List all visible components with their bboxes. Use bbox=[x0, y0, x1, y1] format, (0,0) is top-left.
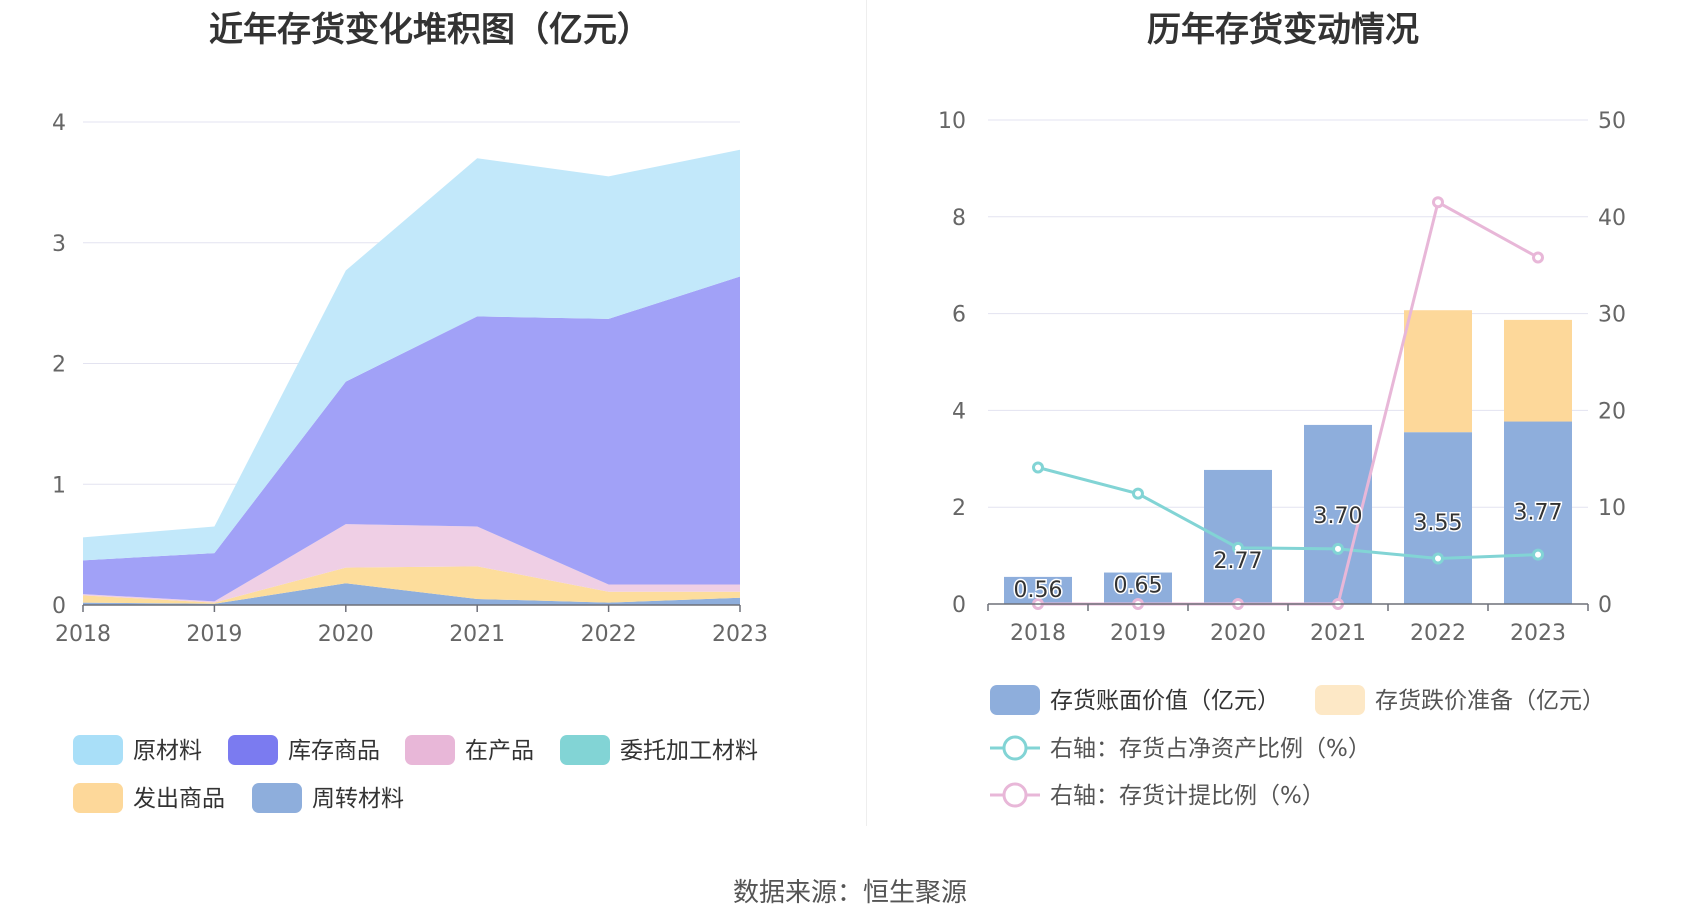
right-y-tick-label: 6 bbox=[952, 303, 966, 328]
legend-label-委托加工材料: 委托加工材料 bbox=[620, 738, 758, 764]
line-右轴：存货占净资产比例（%） bbox=[1037, 466, 1539, 561]
legend-swatch-库存商品 bbox=[228, 735, 278, 765]
area-series-原材料 bbox=[83, 149, 740, 561]
right-bar-labels: 0.56 0.65 2.77 3.70 3.55 3.77 bbox=[1012, 499, 1564, 604]
legend-label-原材料: 原材料 bbox=[133, 738, 202, 764]
bar-label-2018: 0.56 bbox=[1014, 578, 1063, 603]
left-areas bbox=[83, 149, 740, 605]
legend-label-右轴：存货计提比例（%）: 右轴：存货计提比例（%） bbox=[1050, 783, 1325, 809]
right-y-tick-label: 4 bbox=[952, 399, 966, 424]
left-chart-title: 近年存货变化堆积图（亿元） bbox=[209, 10, 651, 50]
left-y-tick-label: 4 bbox=[52, 111, 66, 136]
right-y-tick-label: 2 bbox=[952, 496, 966, 521]
bar-存货账面价值（亿元）-2020 bbox=[1204, 469, 1272, 604]
legend-marker-右轴：存货计提比例（%） bbox=[1002, 782, 1028, 808]
left-x-tick-label: 2023 bbox=[712, 622, 768, 647]
point-右轴：存货计提比例（%）-2022 bbox=[1432, 196, 1444, 209]
right-grid: 0 2 4 6 8 10 0 10 20 30 40 50 bbox=[938, 109, 1626, 618]
left-y-tick-label: 3 bbox=[52, 232, 66, 257]
chart-divider bbox=[866, 0, 867, 826]
legend-swatch-在产品 bbox=[405, 735, 455, 765]
bar-label-2020: 2.77 bbox=[1214, 549, 1263, 574]
legend-swatch-存货账面价值（亿元） bbox=[990, 685, 1040, 715]
left-y-tick-label: 1 bbox=[52, 473, 66, 498]
point-右轴：存货占净资产比例（%）-2019 bbox=[1132, 487, 1144, 500]
legend-swatch-委托加工材料 bbox=[560, 735, 610, 765]
point-右轴：存货占净资产比例（%）-2021 bbox=[1332, 542, 1344, 555]
right-y2-tick-label: 50 bbox=[1598, 109, 1626, 134]
right-y-tick-label: 10 bbox=[938, 109, 966, 134]
bar-label-2022: 3.55 bbox=[1414, 511, 1463, 536]
legend-label-发出商品: 发出商品 bbox=[133, 786, 225, 812]
bar-存货跌价准备（亿元）-2023 bbox=[1504, 319, 1572, 422]
right-x-tick-label: 2021 bbox=[1310, 621, 1366, 646]
legend-label-库存商品: 库存商品 bbox=[288, 738, 380, 764]
point-右轴：存货占净资产比例（%）-2020 bbox=[1232, 541, 1244, 554]
left-x-tick-label: 2021 bbox=[449, 622, 505, 647]
right-y2-tick-label: 10 bbox=[1598, 496, 1626, 521]
right-axis: 2018 2019 2020 2021 2022 2023 bbox=[987, 603, 1589, 646]
left-x-tick-label: 2019 bbox=[186, 622, 242, 647]
right-x-tick-label: 2020 bbox=[1210, 621, 1266, 646]
area-series-发出商品 bbox=[83, 566, 740, 604]
right-legend: 存货账面价值（亿元） 存货跌价准备（亿元）右轴：存货占净资产比例（%） 右轴：存货计… bbox=[990, 685, 1605, 809]
left-axis: 2018 2019 2020 2021 2022 2023 bbox=[55, 604, 768, 647]
point-右轴：存货占净资产比例（%）-2018 bbox=[1032, 461, 1044, 474]
left-x-tick-label: 2018 bbox=[55, 622, 111, 647]
area-series-库存商品 bbox=[83, 276, 740, 602]
legend-swatch-存货跌价准备（亿元） bbox=[1315, 685, 1365, 715]
left-x-tick-label: 2022 bbox=[581, 622, 637, 647]
legend-label-在产品: 在产品 bbox=[465, 738, 534, 764]
right-y2-tick-label: 30 bbox=[1598, 303, 1626, 328]
right-chart-title: 历年存货变动情况 bbox=[1147, 10, 1419, 50]
bar-label-2023: 3.77 bbox=[1514, 501, 1563, 526]
bar-存货账面价值（亿元）-2022 bbox=[1404, 432, 1472, 604]
right-bars bbox=[1004, 310, 1572, 604]
bar-label-2019: 0.65 bbox=[1114, 574, 1163, 599]
right-x-tick-label: 2018 bbox=[1010, 621, 1066, 646]
legend-swatch-发出商品 bbox=[73, 783, 123, 813]
right-y-tick-label: 0 bbox=[952, 593, 966, 618]
bar-存货账面价值（亿元）-2023 bbox=[1504, 421, 1572, 604]
left-y-tick-label: 2 bbox=[52, 353, 66, 378]
legend-label-右轴：存货占净资产比例（%）: 右轴：存货占净资产比例（%） bbox=[1050, 736, 1371, 762]
legend-swatch-原材料 bbox=[73, 735, 123, 765]
point-右轴：存货占净资产比例（%）-2023 bbox=[1532, 548, 1544, 561]
legend-label-存货账面价值（亿元）: 存货账面价值（亿元） bbox=[1050, 688, 1280, 714]
right-x-tick-label: 2022 bbox=[1410, 621, 1466, 646]
data-source-note: 数据来源：恒生聚源 bbox=[732, 878, 967, 908]
area-series-周转材料 bbox=[83, 583, 740, 605]
right-y-tick-label: 8 bbox=[952, 206, 966, 231]
right-y2-tick-label: 0 bbox=[1598, 593, 1612, 618]
right-y2-tick-label: 20 bbox=[1598, 399, 1626, 424]
right-x-tick-label: 2023 bbox=[1510, 621, 1566, 646]
right-x-tick-label: 2019 bbox=[1110, 621, 1166, 646]
legend-label-存货跌价准备（亿元）: 存货跌价准备（亿元） bbox=[1375, 688, 1605, 714]
point-右轴：存货计提比例（%）-2023 bbox=[1532, 251, 1544, 264]
right-y2-tick-label: 40 bbox=[1598, 206, 1626, 231]
legend-swatch-周转材料 bbox=[252, 783, 302, 813]
bar-存货跌价准备（亿元）-2022 bbox=[1404, 310, 1472, 433]
legend-marker-右轴：存货占净资产比例（%） bbox=[1002, 735, 1028, 761]
left-y-tick-label: 0 bbox=[52, 594, 66, 619]
area-series-在产品 bbox=[83, 524, 740, 603]
left-x-tick-label: 2020 bbox=[318, 622, 374, 647]
legend-label-周转材料: 周转材料 bbox=[312, 786, 404, 812]
bar-label-2021: 3.70 bbox=[1314, 504, 1363, 529]
point-右轴：存货占净资产比例（%）-2022 bbox=[1432, 552, 1444, 565]
